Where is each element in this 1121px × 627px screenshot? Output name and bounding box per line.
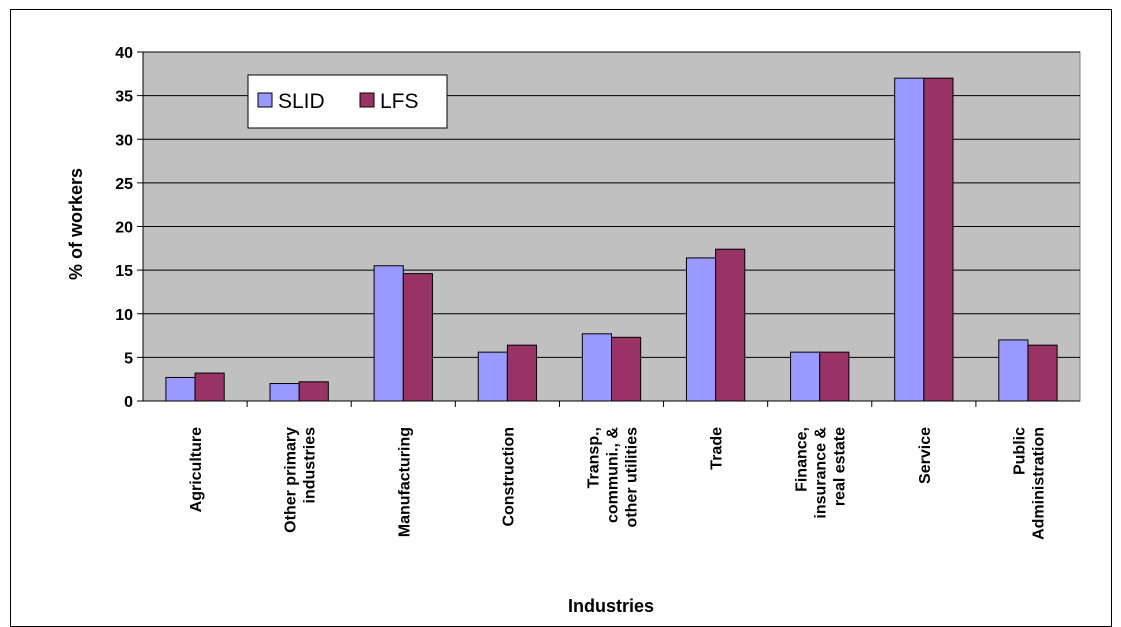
x-axis-title: Industries (568, 596, 654, 616)
y-tick-label: 0 (124, 394, 133, 411)
axes (137, 51, 1080, 407)
x-category-label-line: Transp., (586, 427, 603, 488)
y-tick-label: 35 (115, 89, 133, 106)
bar-lfs-3 (506, 344, 538, 402)
y-axis-title: % of workers (66, 168, 86, 280)
bar-lfs-5 (715, 248, 746, 402)
bar-slid-0 (165, 376, 196, 402)
y-tick-label: 25 (115, 176, 133, 193)
x-category-label-line: real estate (832, 427, 849, 506)
bar-slid-2 (373, 265, 404, 402)
bar-slid-6 (790, 351, 821, 402)
x-category-label-line: Service (917, 427, 934, 484)
y-tick-label: 20 (115, 220, 133, 237)
x-category-labels: Agriculture Other primary industries Manufa… (188, 427, 1047, 540)
x-category-label-line: Administration (1030, 427, 1047, 540)
x-category-label-1: Other primary industries (283, 427, 319, 533)
bar-lfs-2 (402, 273, 433, 402)
x-category-label-line: other utilities (624, 427, 641, 528)
bar-slid-1 (269, 383, 300, 402)
x-category-label-line: Agriculture (188, 427, 205, 512)
x-category-label-3: Construction (500, 427, 517, 527)
x-category-label-5: Trade (709, 427, 726, 470)
legend: SLID LFS (247, 74, 448, 129)
y-tick-label: 10 (115, 307, 133, 324)
bar-slid-4 (581, 333, 612, 402)
x-category-label-line: Trade (709, 427, 726, 470)
bar-lfs-8 (1027, 344, 1058, 402)
legend-swatch-lfs (359, 92, 375, 108)
bar-slid-7 (894, 77, 925, 402)
legend-box (247, 74, 448, 129)
x-category-label-4: Transp., communi., & other utilities (586, 427, 641, 528)
bar-slid-8 (998, 339, 1029, 402)
bar-lfs-6 (819, 351, 850, 402)
legend-label-lfs: LFS (380, 90, 419, 113)
x-category-label-line: Public (1011, 427, 1028, 475)
y-tick-label: 5 (124, 350, 133, 367)
y-tick-label: 15 (115, 263, 133, 280)
y-tick-label: 40 (115, 45, 133, 62)
bar-lfs-1 (298, 381, 329, 402)
legend-label-slid: SLID (278, 90, 325, 113)
x-category-label-line: Other primary (283, 427, 300, 533)
bar-slid-5 (685, 257, 717, 402)
x-category-label-6: Finance, insurance & real estate (794, 427, 849, 519)
x-category-label-2: Manufacturing (396, 427, 413, 537)
x-category-label-line: Manufacturing (396, 427, 413, 537)
x-category-label-line: industries (302, 427, 319, 504)
y-tick-label: 30 (115, 132, 133, 149)
y-tick-labels: 0 5 10 15 20 25 30 35 40 (115, 45, 133, 411)
x-category-label-line: communi., & (605, 427, 622, 523)
legend-swatch-slid (257, 92, 273, 108)
x-category-label-line: insurance & (813, 427, 830, 519)
bar-lfs-0 (194, 372, 225, 402)
x-category-label-8: Public Administration (1011, 427, 1047, 540)
bar-slid-3 (477, 351, 508, 402)
x-category-label-0: Agriculture (188, 427, 205, 512)
bar-lfs-7 (923, 77, 954, 402)
bar-lfs-4 (611, 336, 642, 402)
x-category-label-line: Construction (500, 427, 517, 527)
x-category-label-line: Finance, (794, 427, 811, 492)
x-category-label-7: Service (917, 427, 934, 484)
bars (165, 77, 1058, 402)
